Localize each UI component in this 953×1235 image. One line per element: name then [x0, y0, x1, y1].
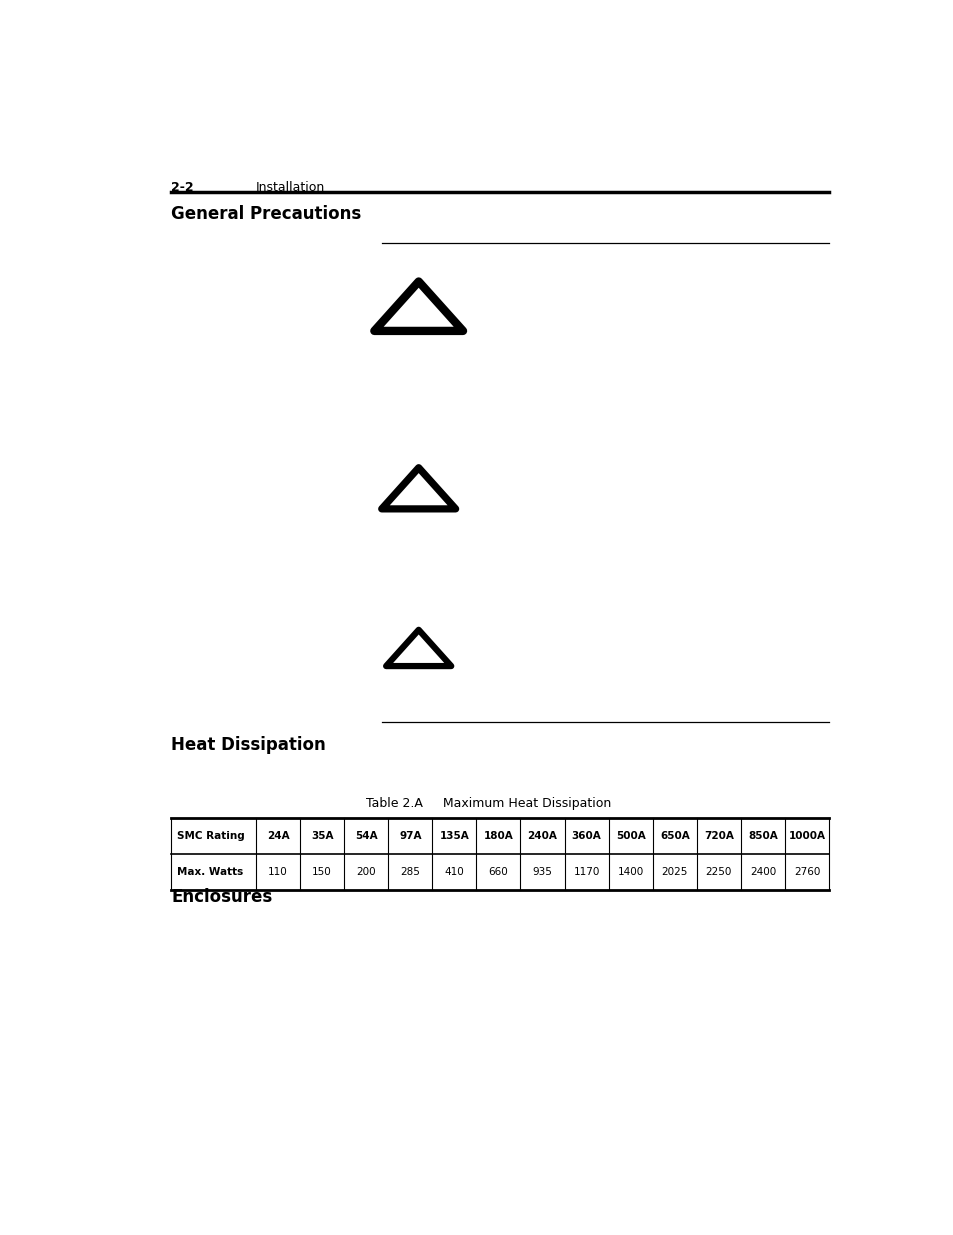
Text: 24A: 24A [267, 831, 289, 841]
Text: 2400: 2400 [749, 867, 775, 877]
Text: 1000A: 1000A [788, 831, 824, 841]
Text: 97A: 97A [398, 831, 421, 841]
Text: General Precautions: General Precautions [171, 205, 361, 224]
Text: Max. Watts: Max. Watts [176, 867, 243, 877]
Text: 150: 150 [312, 867, 332, 877]
Text: 650A: 650A [659, 831, 689, 841]
Text: 2760: 2760 [793, 867, 820, 877]
Text: 500A: 500A [615, 831, 645, 841]
Text: SMC Rating: SMC Rating [176, 831, 244, 841]
Text: Installation: Installation [255, 182, 325, 194]
Text: 2250: 2250 [705, 867, 731, 877]
Text: 110: 110 [268, 867, 288, 877]
Text: 35A: 35A [311, 831, 333, 841]
Text: 935: 935 [532, 867, 552, 877]
Text: Heat Dissipation: Heat Dissipation [171, 736, 325, 753]
Text: Table 2.A     Maximum Heat Dissipation: Table 2.A Maximum Heat Dissipation [366, 797, 611, 810]
Text: 285: 285 [400, 867, 419, 877]
Text: 660: 660 [488, 867, 508, 877]
Text: 2025: 2025 [660, 867, 687, 877]
Text: Enclosures: Enclosures [171, 888, 272, 906]
Text: 720A: 720A [703, 831, 733, 841]
Text: 2-2: 2-2 [171, 182, 193, 194]
Text: 1170: 1170 [573, 867, 599, 877]
Text: 180A: 180A [483, 831, 513, 841]
Text: 240A: 240A [527, 831, 557, 841]
Text: 410: 410 [444, 867, 464, 877]
Text: 135A: 135A [439, 831, 469, 841]
Text: 200: 200 [356, 867, 375, 877]
Text: 1400: 1400 [617, 867, 643, 877]
Text: 360A: 360A [571, 831, 600, 841]
Text: 54A: 54A [355, 831, 377, 841]
Text: 850A: 850A [747, 831, 777, 841]
